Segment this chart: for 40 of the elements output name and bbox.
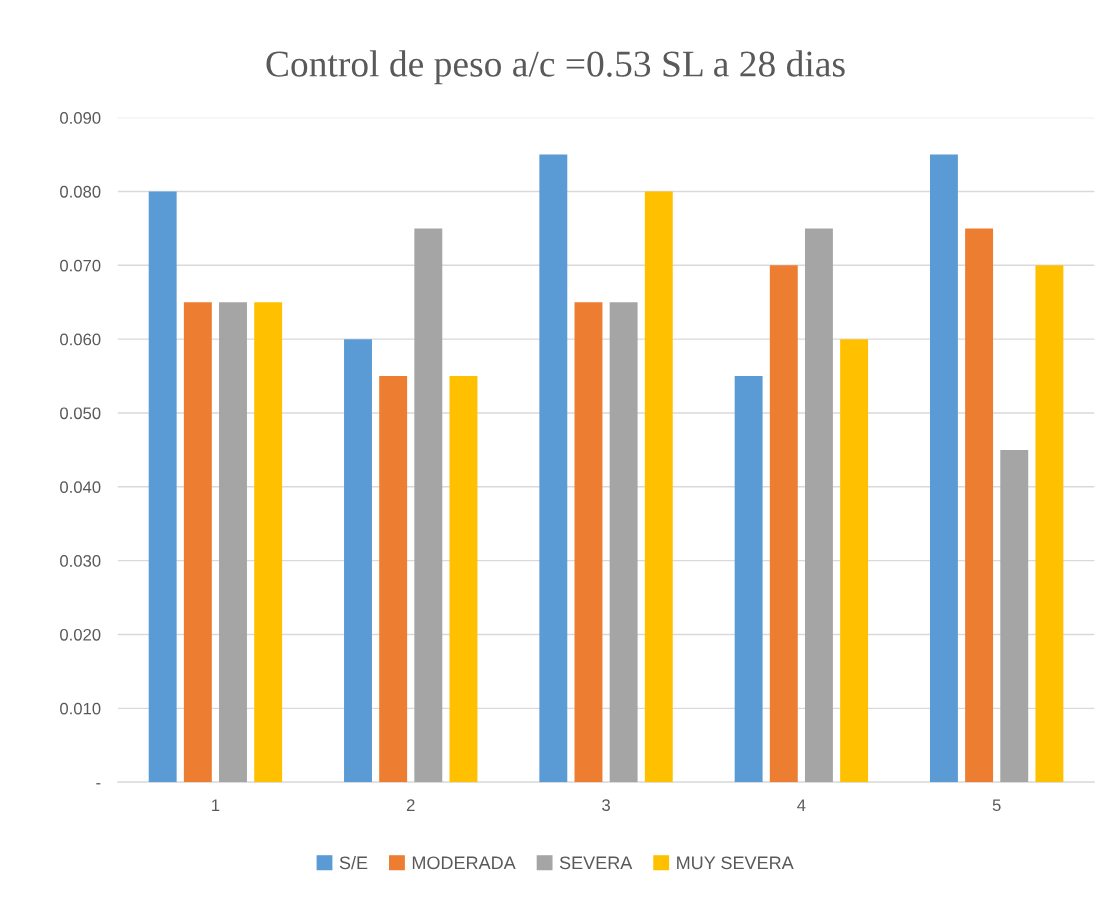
bar xyxy=(769,265,798,783)
bar xyxy=(254,302,283,783)
legend-label: SEVERA xyxy=(559,856,633,870)
legend-label: MUY SEVERA xyxy=(677,856,794,870)
y-tick-label: 0.050 xyxy=(60,407,101,420)
bar xyxy=(1000,449,1029,783)
bar xyxy=(840,339,869,783)
bar xyxy=(734,376,763,783)
bar xyxy=(148,191,177,783)
y-tick-label: 0.080 xyxy=(60,185,101,198)
x-tick-label: 2 xyxy=(406,799,415,811)
bar xyxy=(539,154,568,783)
y-tick-label: 0.020 xyxy=(60,628,101,641)
bar xyxy=(344,339,372,783)
bar xyxy=(414,228,443,783)
x-tick-label: 1 xyxy=(212,799,220,811)
bar xyxy=(379,376,408,783)
legend-label: MODERADA xyxy=(412,856,516,870)
bar xyxy=(219,302,247,783)
x-tick-label: 5 xyxy=(992,799,1001,812)
y-tick-label: - xyxy=(96,783,101,785)
legend-label: S/E xyxy=(339,855,368,870)
bar xyxy=(183,302,212,783)
bar xyxy=(1035,265,1064,783)
y-tick-label: 0.070 xyxy=(60,259,101,272)
bar xyxy=(449,376,478,783)
y-tick-label: 0.040 xyxy=(60,481,101,494)
bar xyxy=(644,191,673,783)
y-tick-label: 0.010 xyxy=(60,702,101,715)
y-tick-label: 0.060 xyxy=(60,333,101,346)
bar xyxy=(574,302,603,783)
bar xyxy=(929,154,958,783)
x-tick-label: 4 xyxy=(797,799,806,811)
chart-title: Control de peso a/c =0.53 SL a 28 dias xyxy=(266,50,845,85)
bar xyxy=(804,228,833,783)
y-tick-label: 0.090 xyxy=(60,112,101,124)
x-tick-label: 3 xyxy=(602,799,610,812)
bar xyxy=(965,228,994,783)
bar xyxy=(609,302,638,783)
y-tick-label: 0.030 xyxy=(60,555,101,567)
